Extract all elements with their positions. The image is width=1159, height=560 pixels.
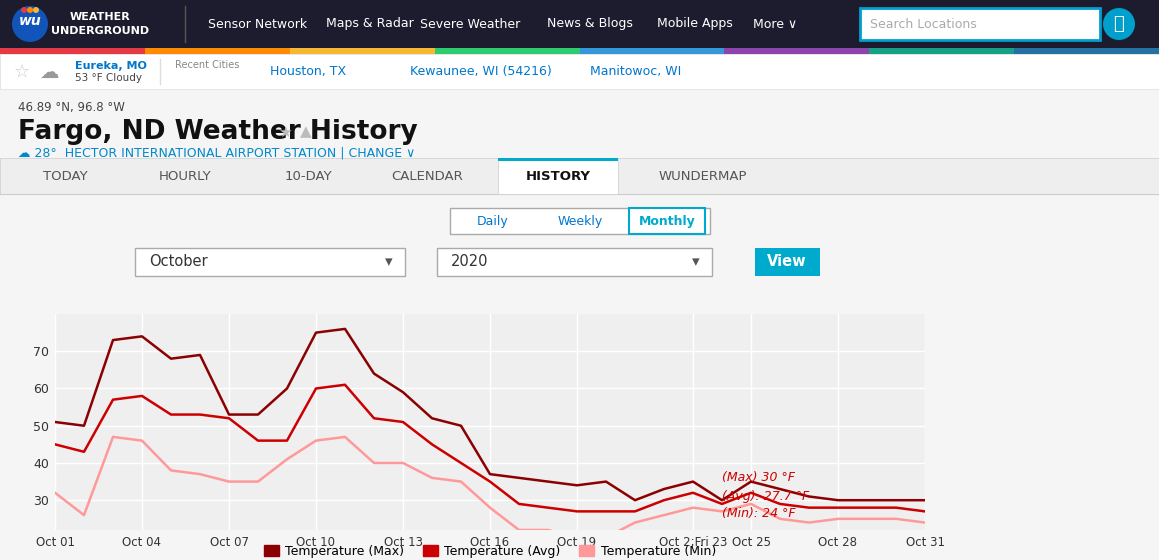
Text: ★: ★ (278, 124, 292, 139)
Text: 53 °F Cloudy: 53 °F Cloudy (75, 73, 143, 83)
Bar (869, 48, 1014, 54)
Text: Eureka, MO: Eureka, MO (75, 61, 147, 71)
Text: (Min): 24 °F: (Min): 24 °F (722, 507, 795, 520)
Text: ☁: ☁ (41, 63, 60, 82)
Bar (629, 208, 705, 234)
Bar (0, 48, 145, 54)
Text: ▾: ▾ (692, 254, 700, 269)
Text: HISTORY: HISTORY (525, 170, 590, 183)
Text: October: October (150, 254, 207, 269)
Bar (145, 48, 290, 54)
Text: View: View (767, 254, 807, 269)
Text: Maps & Radar: Maps & Radar (326, 17, 414, 30)
Text: Recent Cities: Recent Cities (175, 60, 240, 70)
Circle shape (21, 7, 27, 13)
Text: TODAY: TODAY (43, 170, 87, 183)
Bar (0, 54, 1159, 89)
Text: Manitowoc, WI: Manitowoc, WI (590, 66, 681, 78)
Text: Monthly: Monthly (639, 214, 695, 227)
Text: WUNDERMAP: WUNDERMAP (658, 170, 748, 183)
Text: ▾: ▾ (385, 254, 393, 269)
Circle shape (12, 6, 48, 42)
Text: ▲: ▲ (300, 124, 312, 139)
Legend: Temperature (Max), Temperature (Avg), Temperature (Min): Temperature (Max), Temperature (Avg), Te… (260, 540, 721, 560)
Bar (498, 158, 618, 194)
Text: Search Locations: Search Locations (870, 17, 977, 30)
Text: Houston, TX: Houston, TX (270, 66, 347, 78)
Bar (0, 0, 1159, 48)
Text: ☆: ☆ (14, 63, 30, 81)
Text: Fargo, ND Weather History: Fargo, ND Weather History (19, 119, 417, 145)
Text: ⦿: ⦿ (1114, 15, 1124, 33)
Bar (755, 248, 821, 276)
Text: 46.89 °N, 96.8 °W: 46.89 °N, 96.8 °W (19, 100, 125, 114)
Text: Severe Weather: Severe Weather (420, 17, 520, 30)
Text: (Avg): 27.7 °F: (Avg): 27.7 °F (722, 490, 809, 503)
Bar (498, 158, 618, 161)
Text: More ∨: More ∨ (753, 17, 797, 30)
Text: wu: wu (19, 14, 42, 28)
Bar (0, 0, 185, 48)
Text: Kewaunee, WI (54216): Kewaunee, WI (54216) (410, 66, 552, 78)
Circle shape (1103, 8, 1135, 40)
Text: Daily: Daily (478, 214, 509, 227)
Text: News & Blogs: News & Blogs (547, 17, 633, 30)
Bar (0, 158, 1159, 194)
Bar (450, 208, 710, 234)
Text: Mobile Apps: Mobile Apps (657, 17, 732, 30)
Text: Sensor Network: Sensor Network (209, 17, 307, 30)
Text: (Max) 30 °F: (Max) 30 °F (722, 472, 795, 484)
Circle shape (27, 7, 32, 13)
Bar (134, 248, 404, 276)
Bar (435, 48, 580, 54)
Bar (0, 89, 1159, 560)
Text: UNDERGROUND: UNDERGROUND (51, 26, 150, 36)
Bar (580, 48, 724, 54)
Bar (437, 248, 712, 276)
Text: 10-DAY: 10-DAY (284, 170, 331, 183)
Text: Weekly: Weekly (557, 214, 603, 227)
Text: ☁ 28°  HECTOR INTERNATIONAL AIRPORT STATION | CHANGE ∨: ☁ 28° HECTOR INTERNATIONAL AIRPORT STATI… (19, 147, 415, 160)
Text: WEATHER: WEATHER (70, 12, 130, 22)
Bar (860, 8, 1100, 40)
Text: HOURLY: HOURLY (159, 170, 211, 183)
Text: CALENDAR: CALENDAR (391, 170, 462, 183)
Bar (1014, 48, 1159, 54)
Text: 2020: 2020 (451, 254, 488, 269)
Bar (290, 48, 435, 54)
Bar (724, 48, 869, 54)
Circle shape (32, 7, 39, 13)
